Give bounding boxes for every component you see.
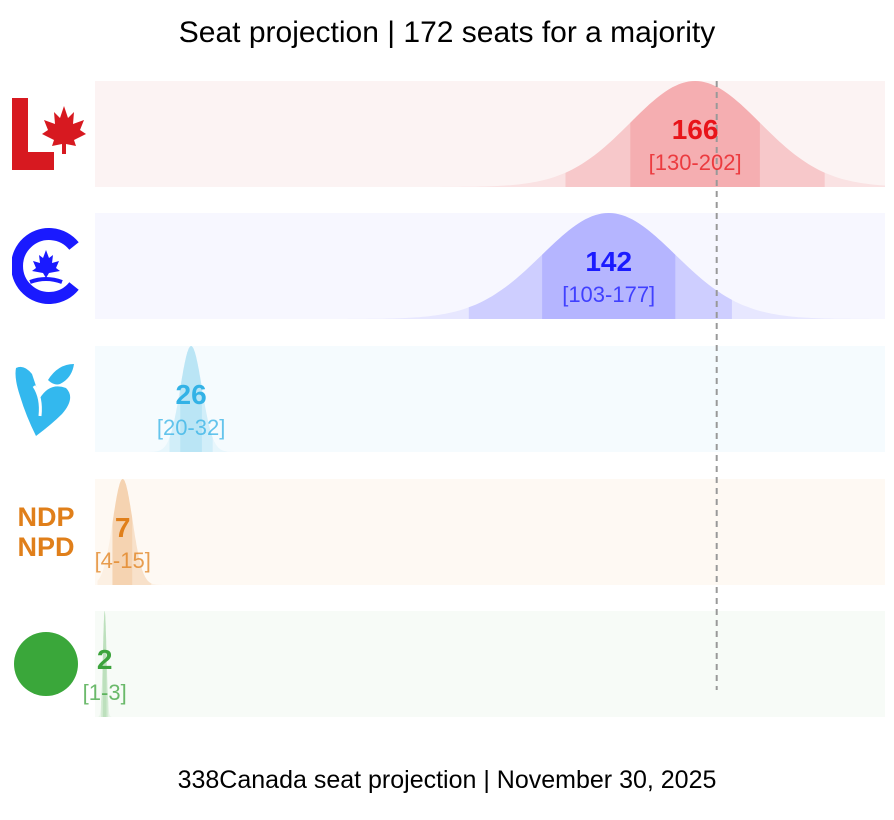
chart-footer: 338Canada seat projection | November 30,…	[0, 766, 894, 795]
seat-projection-label: 7	[115, 512, 131, 543]
row-background	[95, 479, 885, 585]
seat-range-label: [20-32]	[157, 415, 226, 440]
green-circle-icon	[14, 632, 80, 698]
seat-range-label: [103-177]	[562, 282, 655, 307]
seat-projection-label: 166	[672, 114, 719, 145]
bloc-fleur-icon	[10, 358, 82, 440]
seat-range-label: [1-3]	[83, 680, 127, 705]
seat-projection-label: 26	[176, 379, 207, 410]
seat-range-label: [130-202]	[649, 150, 742, 175]
ndp-logo-text: NDP	[17, 502, 74, 532]
row-liberal	[95, 81, 894, 187]
npd-logo-text: NPD	[17, 532, 74, 561]
row-conservative	[95, 213, 894, 319]
conservative-c-maple-icon	[12, 228, 82, 304]
row-ndp	[95, 479, 885, 585]
seat-range-label: [4-15]	[95, 548, 151, 573]
liberal-maple-leaf-icon	[8, 96, 88, 172]
ndp-wordmark-icon: NDP NPD	[8, 501, 88, 561]
seat-projection-label: 142	[585, 246, 632, 277]
seat-projection-label: 2	[97, 644, 113, 675]
row-background	[95, 611, 885, 717]
row-green	[95, 611, 885, 717]
